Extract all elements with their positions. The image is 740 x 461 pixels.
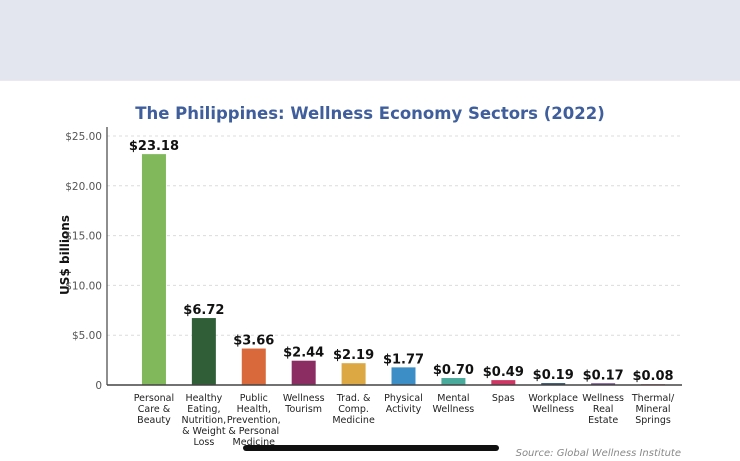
- x-tick-label: Trad. & Comp. Medicine: [332, 393, 375, 426]
- x-tick-label-line: Public: [240, 393, 268, 404]
- source-note: Source: Global Wellness Institute: [516, 448, 681, 459]
- top-bar: [0, 0, 740, 81]
- data-label: $0.08: [632, 369, 673, 384]
- x-tick-label-line: Trad. &: [336, 393, 371, 404]
- x-tick-label-line: Estate: [588, 415, 618, 426]
- bar: [591, 383, 616, 385]
- x-tick-label: Wellness Real Estate: [582, 393, 624, 426]
- x-tick-label-line: & Weight: [182, 426, 226, 437]
- x-tick-label: Mental Wellness: [433, 393, 475, 415]
- x-tick-label-line: Spas: [492, 393, 515, 404]
- bar: [341, 363, 366, 385]
- x-tick-label: Wellness Tourism: [283, 393, 325, 415]
- x-tick-label: Workplace Wellness: [528, 393, 578, 415]
- y-tick-label: $15.00: [65, 231, 102, 243]
- x-tick-label-line: Wellness: [532, 404, 574, 415]
- data-label: $6.72: [183, 303, 224, 318]
- bar: [241, 348, 266, 385]
- x-tick-label-line: Real: [593, 404, 613, 415]
- x-tick-label: Physical Activity: [384, 393, 423, 415]
- x-tick-label-line: Nutrition,: [182, 415, 227, 426]
- bar: [441, 378, 466, 385]
- x-tick-label: Thermal/Mineral Springs: [631, 393, 675, 426]
- data-label: $3.66: [233, 334, 274, 349]
- x-tick-label-line: Beauty: [137, 415, 171, 426]
- x-tick-label-line: Physical: [384, 393, 423, 404]
- chart-title: The Philippines: Wellness Economy Sector…: [135, 104, 605, 123]
- x-tick-label-line: Springs: [635, 415, 671, 426]
- data-label: $2.44: [283, 346, 324, 361]
- x-tick-label-line: Medicine: [332, 415, 375, 426]
- x-tick-label-line: Prevention,: [227, 415, 281, 426]
- y-tick-label: $25.00: [65, 131, 102, 143]
- bar: [191, 318, 216, 385]
- bar: [491, 380, 516, 385]
- x-tick-label-line: Wellness: [582, 393, 624, 404]
- x-tick-label-line: Health,: [237, 404, 271, 415]
- x-tick-label-line: Medicine: [233, 437, 276, 448]
- x-tick-label-line: Activity: [386, 404, 422, 415]
- x-tick-label-line: Thermal/: [631, 393, 675, 404]
- data-label: $0.17: [583, 368, 624, 383]
- bar: [291, 360, 316, 385]
- x-tick-label-line: Mental: [437, 393, 469, 404]
- data-label: $1.77: [383, 352, 424, 367]
- x-tick-label-line: Workplace: [528, 393, 578, 404]
- bar: [391, 367, 416, 385]
- y-tick-label: $20.00: [65, 181, 102, 193]
- data-label: $23.18: [129, 139, 179, 154]
- x-tick-label-line: Wellness: [433, 404, 475, 415]
- y-tick-label: 0: [95, 380, 102, 392]
- data-label: $0.49: [483, 365, 524, 380]
- x-tick-label-line: Mineral: [636, 404, 671, 415]
- x-tick-label-line: Eating,: [187, 404, 220, 415]
- x-tick-label-line: Tourism: [284, 404, 322, 415]
- x-tick-label-line: Wellness: [283, 393, 325, 404]
- data-label: $0.70: [433, 363, 474, 378]
- x-tick-label-line: Healthy: [185, 393, 222, 404]
- x-tick-label: Healthy Eating, Nutrition, & Weight Loss: [182, 393, 227, 448]
- x-tick-label-line: Personal: [134, 393, 174, 404]
- x-tick-label: Public Health, Prevention, & Personal Medici…: [227, 393, 281, 448]
- x-tick-label-line: Comp.: [338, 404, 369, 415]
- home-indicator[interactable]: [243, 445, 499, 451]
- x-tick-label-line: Care &: [138, 404, 171, 415]
- data-label: $0.19: [533, 368, 574, 383]
- y-axis-label: US$ billions: [58, 215, 72, 295]
- y-tick-label: $5.00: [72, 330, 102, 342]
- bar: [141, 154, 166, 385]
- x-tick-label: Personal Care & Beauty: [134, 393, 174, 426]
- data-label: $2.19: [333, 348, 374, 363]
- bar: [541, 383, 566, 385]
- x-tick-label: Spas: [492, 393, 515, 404]
- x-tick-label-line: & Personal: [228, 426, 279, 437]
- y-tick-label: $10.00: [65, 280, 102, 292]
- x-tick-label-line: Loss: [193, 437, 214, 448]
